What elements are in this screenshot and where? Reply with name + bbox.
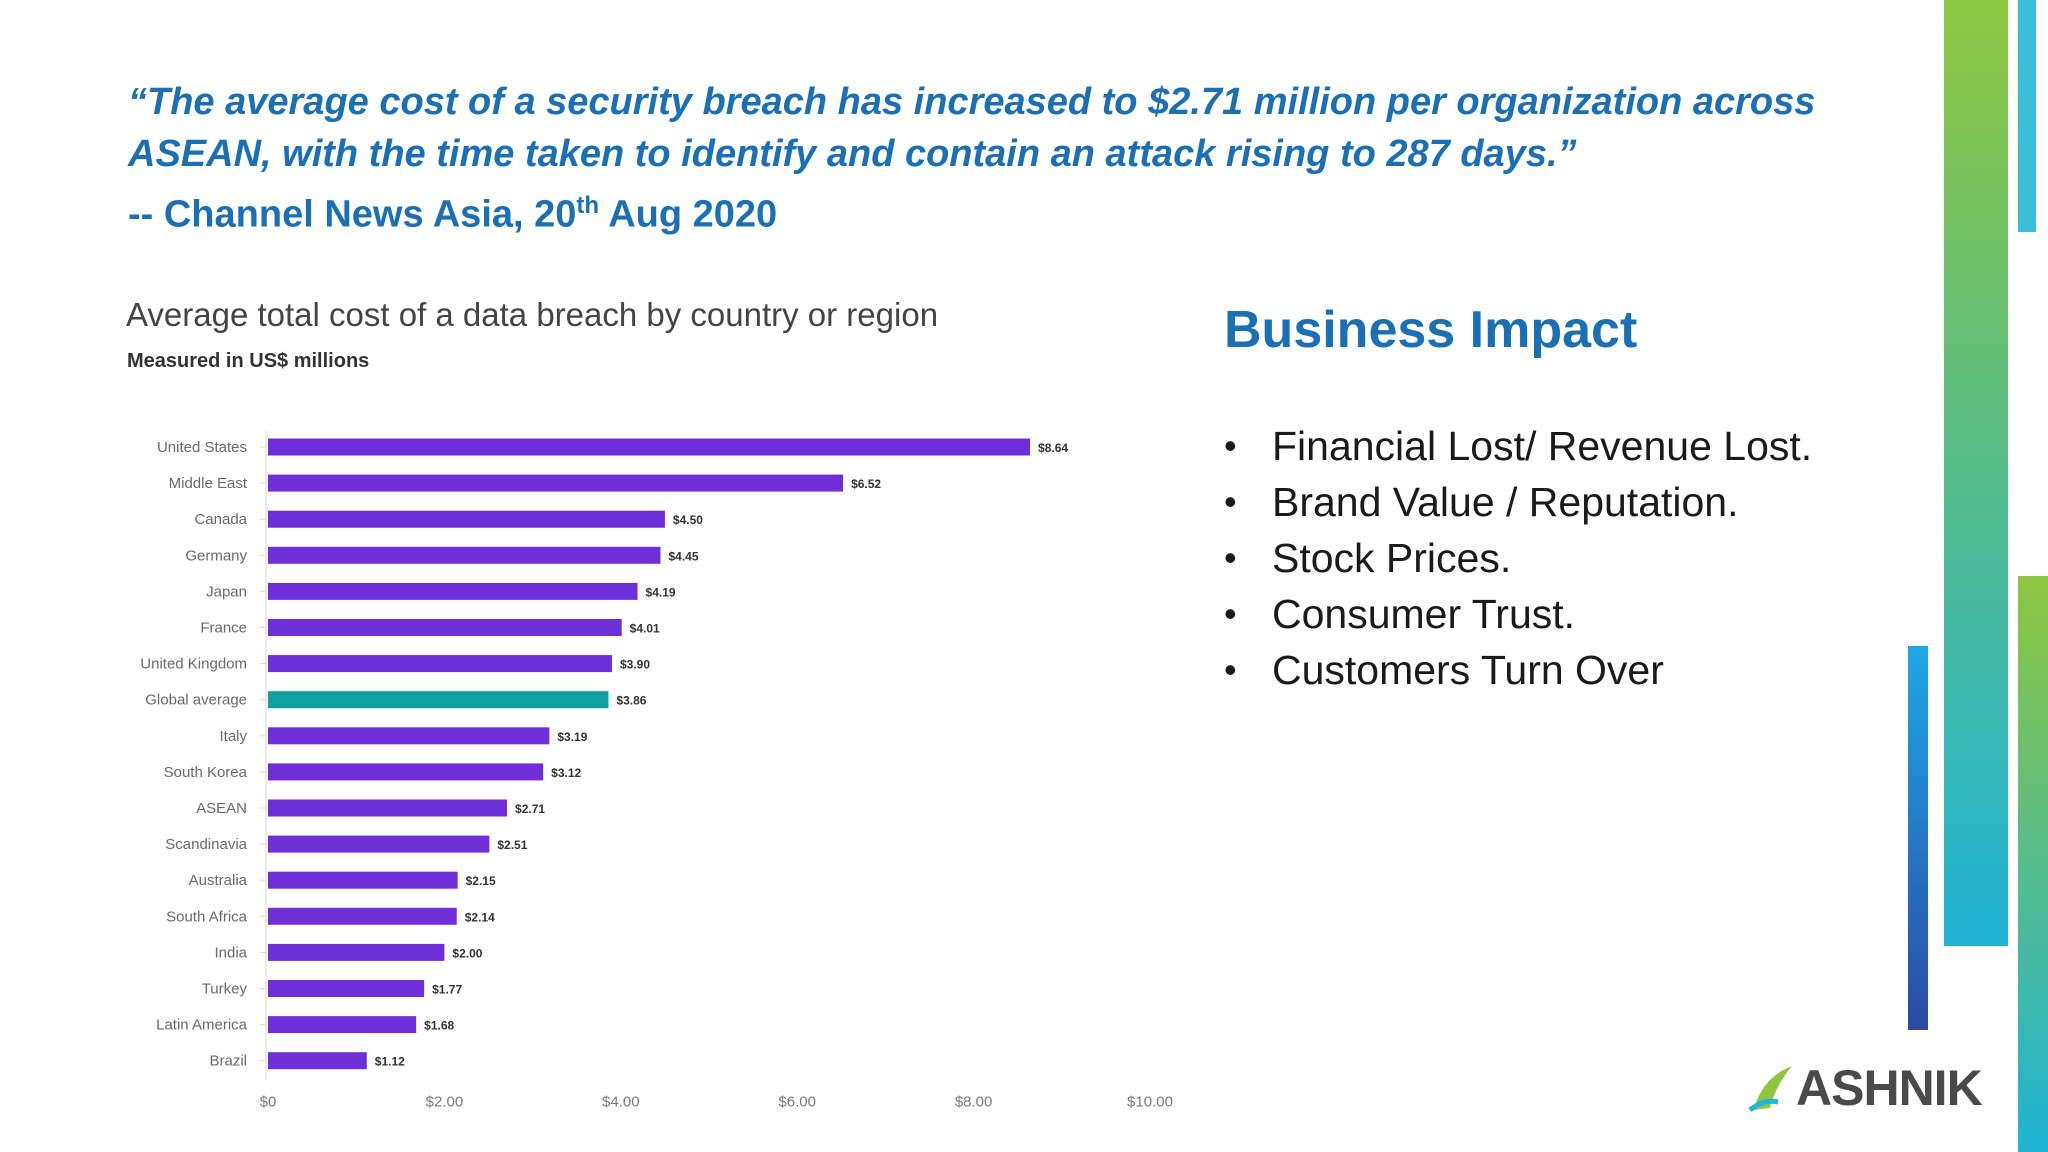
- accent-bar-green: [1944, 0, 2008, 946]
- quote-source: -- Channel News Asia, 20th Aug 2020: [128, 180, 777, 241]
- value-label: $4.50: [673, 513, 703, 527]
- bar: [268, 799, 508, 817]
- category-label: Global average: [145, 692, 247, 709]
- value-label: $4.01: [630, 622, 660, 636]
- accent-bar-green-right: [2018, 576, 2048, 1152]
- chart-subtitle: Measured in US$ millions: [127, 350, 370, 372]
- category-label: Middle East: [169, 475, 248, 492]
- category-label: Australia: [189, 872, 248, 889]
- value-label: $1.68: [424, 1019, 454, 1033]
- accent-bar-blue: [1908, 646, 1928, 1030]
- category-label: Germany: [185, 547, 247, 564]
- x-tick-label: $4.00: [602, 1094, 640, 1111]
- value-label: $3.90: [620, 658, 650, 672]
- bar: [268, 691, 609, 709]
- category-label: Scandinavia: [165, 836, 247, 853]
- bar: [268, 763, 544, 781]
- bar: [268, 1052, 367, 1070]
- chart-axis-group: [260, 431, 267, 1079]
- category-label: France: [200, 620, 247, 637]
- value-label: $4.45: [668, 549, 698, 563]
- x-tick-label: $6.00: [778, 1094, 816, 1111]
- x-tick-label: $2.00: [426, 1094, 464, 1111]
- value-label: $3.86: [616, 694, 646, 708]
- accent-bar-cyan-top: [2018, 0, 2036, 232]
- bar: [268, 727, 550, 745]
- category-label: Italy: [219, 728, 247, 745]
- value-label: $3.19: [557, 730, 587, 744]
- value-label: $6.52: [851, 477, 881, 491]
- value-label: $2.14: [465, 910, 495, 924]
- x-tick-label: $8.00: [955, 1094, 993, 1111]
- chart-bars-group: [268, 438, 1031, 1070]
- category-label: India: [214, 944, 247, 961]
- impact-item: Brand Value / Reputation.: [1224, 474, 1812, 530]
- bar: [268, 510, 665, 528]
- impact-item: Stock Prices.: [1224, 530, 1812, 586]
- bar: [268, 943, 445, 961]
- bar: [268, 474, 844, 492]
- value-label: $2.51: [497, 838, 527, 852]
- chart-title: Average total cost of a data breach by c…: [126, 296, 939, 333]
- category-label: Japan: [206, 583, 247, 600]
- value-label: $3.12: [551, 766, 581, 780]
- category-label: United States: [157, 439, 247, 456]
- category-label: Latin America: [156, 1017, 248, 1034]
- business-impact-title: Business Impact: [1224, 301, 1638, 359]
- source-superscript: th: [576, 192, 600, 219]
- ashnik-leaf-icon: [1748, 1066, 1792, 1112]
- value-label: $2.71: [515, 802, 545, 816]
- category-label: Canada: [194, 511, 247, 528]
- impact-item: Financial Lost/ Revenue Lost.: [1224, 418, 1812, 474]
- value-label: $8.64: [1038, 441, 1068, 455]
- category-label: Brazil: [209, 1053, 247, 1070]
- bar: [268, 619, 622, 636]
- ashnik-logo: ASHNIK: [1748, 1060, 1983, 1116]
- headline-quote: “The average cost of a security breach h…: [128, 81, 1816, 175]
- category-label: South Africa: [166, 908, 248, 925]
- value-label: $1.77: [432, 983, 462, 997]
- bar: [268, 871, 458, 889]
- value-label: $2.15: [466, 874, 496, 888]
- bar: [268, 835, 490, 853]
- bar: [268, 655, 612, 673]
- logo-text: ASHNIK: [1796, 1060, 1983, 1116]
- business-impact-list: Financial Lost/ Revenue Lost. Brand Valu…: [1224, 418, 1812, 698]
- value-label: $4.19: [646, 585, 676, 599]
- category-label: Turkey: [202, 981, 248, 998]
- category-label: ASEAN: [196, 800, 247, 817]
- impact-item: Consumer Trust.: [1224, 586, 1812, 642]
- value-label: $2.00: [452, 946, 482, 960]
- category-label: South Korea: [164, 764, 248, 781]
- chart-labels-group: $0 $2.00 $4.00 $6.00 $8.00 $10.00 United State…: [140, 439, 1173, 1111]
- value-label: $1.12: [375, 1055, 405, 1069]
- source-suffix: Aug 2020: [599, 193, 778, 236]
- bar: [268, 546, 661, 564]
- impact-item: Customers Turn Over: [1224, 642, 1812, 698]
- bar: [268, 907, 457, 925]
- bar: [268, 980, 425, 997]
- bar: [268, 438, 1031, 456]
- bar: [268, 582, 638, 600]
- x-tick-label: $0: [260, 1094, 277, 1111]
- bar-chart: $0 $2.00 $4.00 $6.00 $8.00 $10.00 United State…: [140, 431, 1173, 1111]
- x-tick-label: $10.00: [1127, 1094, 1173, 1111]
- category-label: United Kingdom: [140, 656, 247, 673]
- source-prefix: -- Channel News Asia, 20: [128, 193, 577, 236]
- bar: [268, 1016, 417, 1034]
